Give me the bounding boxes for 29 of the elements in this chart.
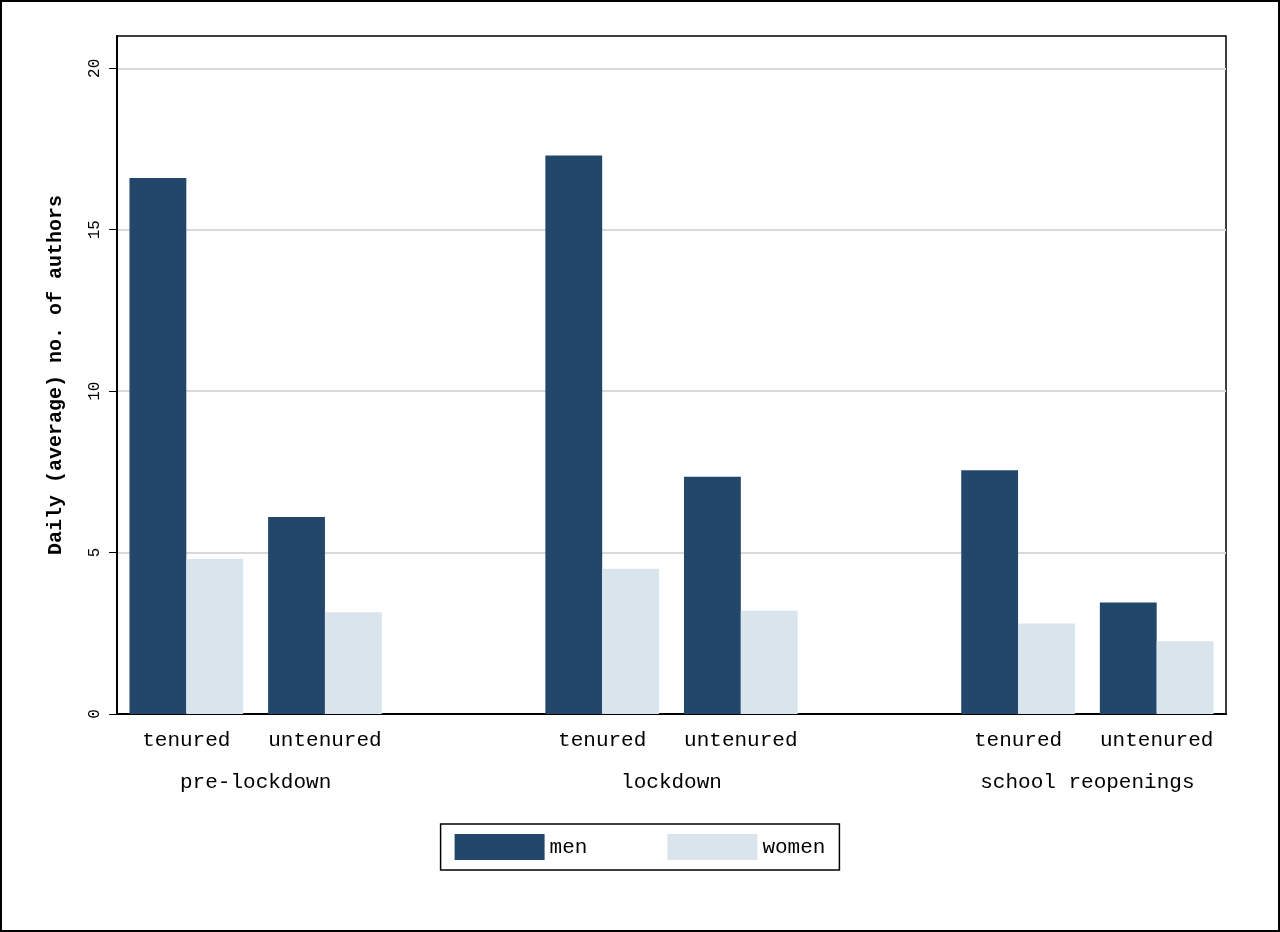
x-tick-label: tenured — [142, 729, 231, 752]
text: pre-lockdown — [180, 771, 332, 794]
bar — [740, 610, 798, 714]
y-tick-label: 0 — [86, 709, 104, 719]
bar — [1099, 602, 1157, 714]
bar — [545, 155, 603, 714]
bar — [186, 559, 244, 714]
y-tick-label: 15 — [86, 220, 104, 240]
legend-label: men — [549, 835, 588, 859]
bar — [1156, 641, 1214, 714]
y-tick-label: 20 — [86, 58, 104, 78]
bar — [602, 568, 660, 714]
text: school reopenings — [980, 771, 1195, 794]
text: lockdown — [621, 771, 722, 794]
x-tick-label: untenured — [268, 729, 382, 752]
x-tick-label: tenured — [558, 729, 647, 752]
bar — [129, 178, 187, 714]
bar — [268, 517, 325, 714]
bar — [961, 470, 1019, 714]
x-tick-label: tenured — [973, 729, 1063, 752]
bar — [324, 612, 382, 714]
y-tick-label: 5 — [86, 547, 104, 558]
bar — [683, 476, 741, 714]
y-axis-title: Daily (average) no. of authors — [43, 194, 67, 556]
legend-label: women — [762, 835, 826, 859]
x-tick-label: untenured — [684, 729, 798, 752]
x-tick-label: untenured — [1099, 729, 1214, 752]
bar — [1018, 623, 1075, 714]
y-tick-label: 10 — [86, 381, 104, 401]
